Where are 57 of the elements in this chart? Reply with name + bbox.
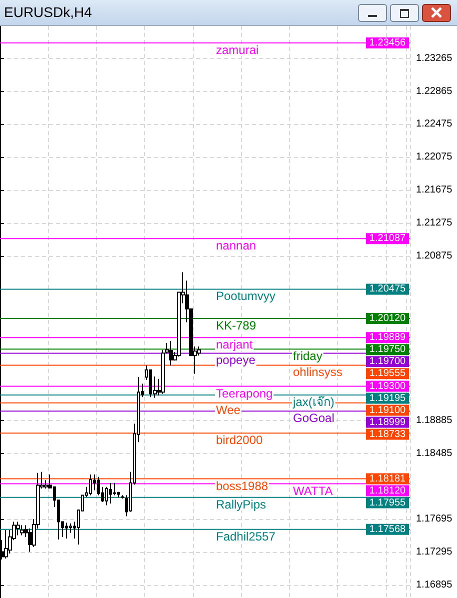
ref-line-label: Wee — [216, 402, 241, 417]
ref-line-label: WATTA — [293, 484, 333, 498]
candlestick — [16, 521, 20, 536]
candlestick — [4, 530, 8, 559]
y-tick-label: 1.22865 — [416, 86, 453, 98]
y-tick-label: 1.21275 — [416, 218, 453, 229]
annotation: 1.18181 — [369, 473, 406, 484]
candlestick — [109, 482, 112, 504]
y-tick-label: 1.18885 — [416, 415, 453, 426]
y-tick-label: 1.17695 — [416, 513, 453, 524]
candlestick — [89, 474, 92, 496]
ref-line-label: popeye — [216, 353, 256, 368]
annotation: 1.20120 — [369, 313, 406, 324]
y-tick-label: 1.22075 — [416, 151, 453, 162]
annotation: 1.19195 — [369, 392, 406, 404]
candlestick — [105, 486, 108, 506]
candlestick — [93, 474, 96, 491]
annotation: 1.21087 — [369, 233, 406, 244]
ref-line-label: friday — [293, 349, 322, 364]
ref-line-label: ohlinsyss — [293, 365, 342, 380]
annotation: 1.19555 — [369, 368, 406, 380]
candlestick — [169, 340, 173, 366]
annotation: 1.23456 — [369, 37, 406, 48]
ref-line-label: nannan — [216, 238, 256, 253]
annotation: 1.19700 — [369, 356, 406, 368]
ref-line-label: GoGoal — [293, 411, 334, 426]
ref-line-label: KK-789 — [216, 318, 256, 333]
candlestick — [20, 524, 24, 536]
annotation: 1.17568 — [369, 524, 406, 535]
annotation: 1.19750 — [369, 344, 406, 356]
ref-line-label: narjant — [216, 338, 254, 352]
ref-line-label: Teerapong — [216, 386, 273, 400]
y-tick-label: 1.18485 — [416, 448, 453, 460]
ref-line-label: Pootumvyy — [216, 289, 276, 304]
annotation: 1.18999 — [369, 416, 406, 428]
ref-line-label: Fadhil2557 — [216, 529, 276, 544]
ref-line-label: RallyPips — [216, 497, 266, 512]
candlestick — [65, 522, 68, 540]
candlestick — [121, 494, 124, 500]
y-tick-label: 1.16895 — [416, 580, 453, 591]
chart-title: EURUSDk,H4 — [4, 4, 92, 20]
ref-line-label: jax(เจ๊ก) — [292, 394, 334, 409]
annotation: 1.20475 — [369, 284, 406, 295]
annotation: 1.19889 — [369, 332, 406, 344]
annotation: 1.17955 — [369, 497, 406, 508]
y-tick-label: 1.17295 — [416, 546, 453, 558]
y-tick-label: 1.20875 — [416, 250, 453, 262]
ref-line-label: bird2000 — [216, 433, 264, 448]
y-tick-label: 1.22475 — [416, 118, 453, 130]
y-tick-label: 1.21675 — [416, 184, 453, 196]
annotation: 1.19100 — [369, 404, 406, 416]
ref-line-label: zamurai — [216, 42, 259, 57]
annotation: 1.18120 — [369, 485, 406, 496]
annotation: 1.18733 — [369, 428, 406, 440]
annotation: 1.19300 — [369, 380, 406, 392]
y-tick-label: 1.23265 — [416, 53, 453, 64]
ref-line-label: boss1988 — [216, 478, 268, 493]
